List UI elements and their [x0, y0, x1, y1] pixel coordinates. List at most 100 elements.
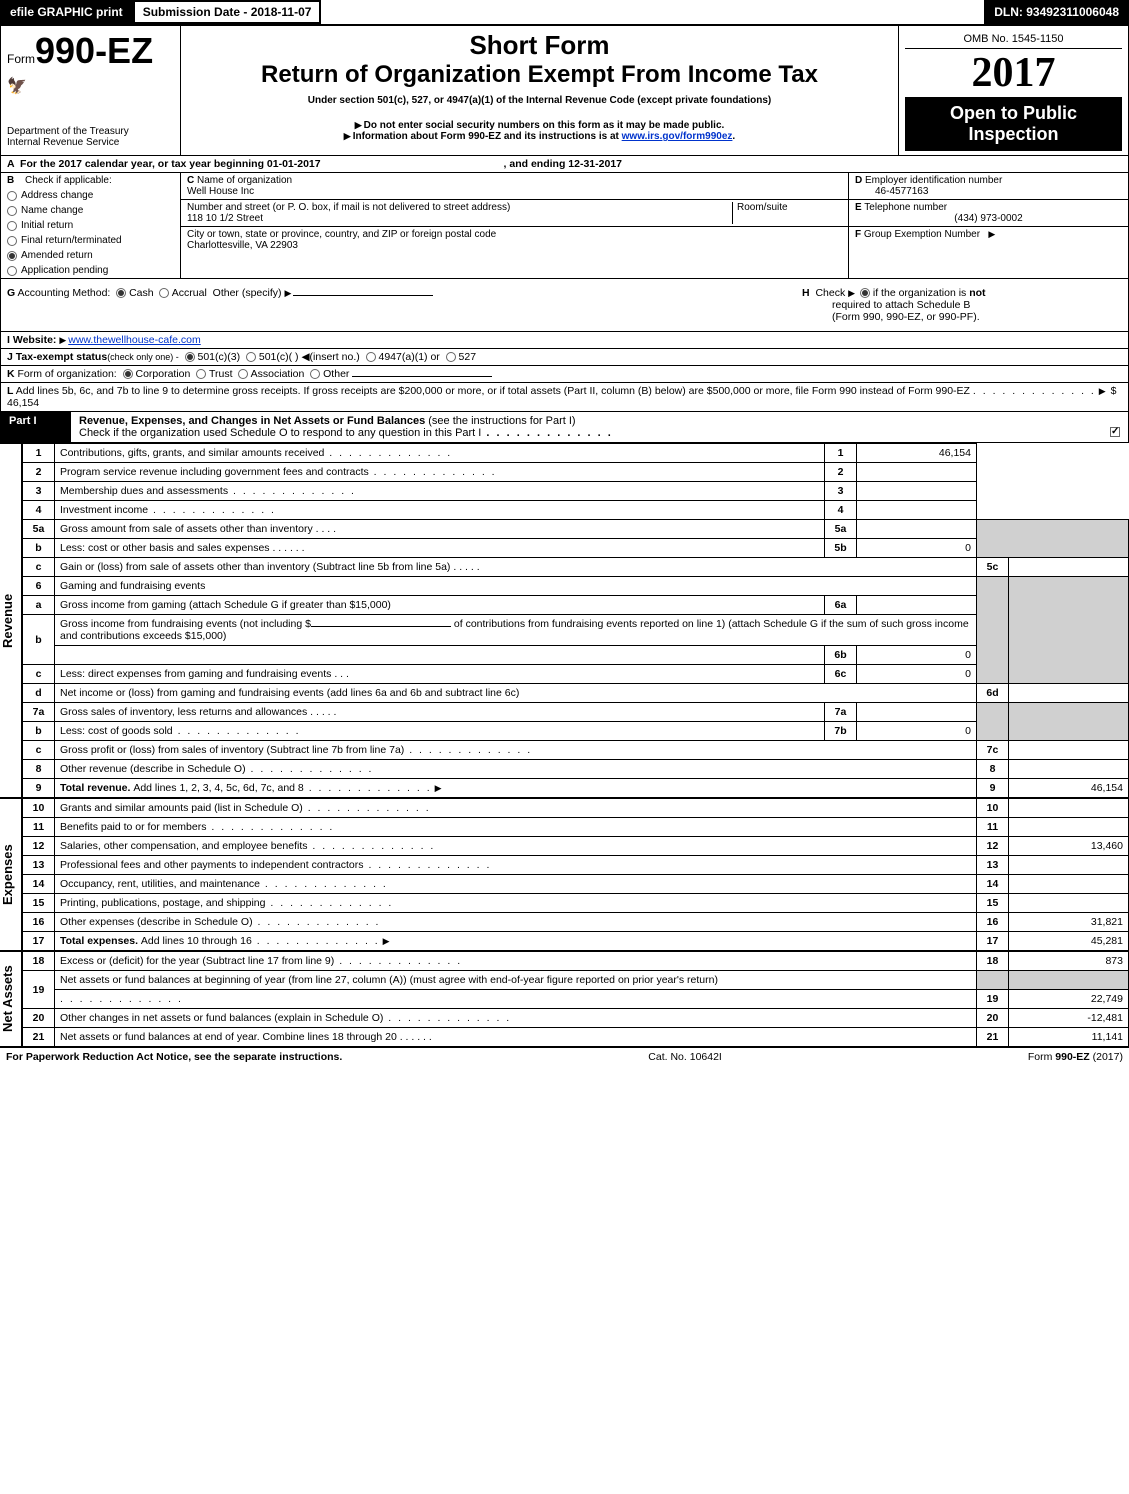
city-label: City or town, state or province, country…	[187, 229, 496, 240]
chk-address-change[interactable]	[7, 191, 17, 201]
room-label: Room/suite	[737, 202, 788, 213]
dln-badge: DLN: 93492311006048	[984, 0, 1129, 24]
label-e: E	[855, 202, 862, 213]
arrow-icon	[1099, 385, 1108, 397]
form-header: Form990-EZ 🦅 Department of the Treasury …	[0, 25, 1129, 156]
form-number: 990-EZ	[35, 30, 153, 71]
website-label: Website:	[13, 334, 57, 346]
radio-cash[interactable]	[116, 288, 126, 298]
line-l: L Add lines 5b, 6c, and 7b to line 9 to …	[0, 383, 1129, 412]
arrow-icon	[988, 229, 997, 240]
lbl-527: 527	[459, 351, 477, 363]
website-link[interactable]: www.thewellhouse-cafe.com	[68, 334, 200, 346]
chk-schedule-o[interactable]	[1110, 427, 1120, 437]
label-i: I	[7, 334, 10, 346]
chk-schedule-b[interactable]	[860, 288, 870, 298]
lbl-501c3: 501(c)(3)	[197, 351, 240, 363]
radio-501c[interactable]	[246, 352, 256, 362]
part1-title: Revenue, Expenses, and Changes in Net As…	[79, 415, 425, 427]
other-specify-input[interactable]	[293, 295, 433, 296]
phone-label: Telephone number	[864, 202, 947, 213]
chk-final-return[interactable]	[7, 236, 17, 246]
line-amount: 22,749	[1009, 990, 1129, 1009]
line-amount: 46,154	[857, 444, 977, 463]
table-row: cLess: direct expenses from gaming and f…	[23, 665, 1129, 684]
arrow-icon	[848, 287, 857, 299]
line-a: A For the 2017 calendar year, or tax yea…	[0, 156, 1129, 173]
line-amount: 0	[857, 665, 977, 684]
h-text3: required to attach Schedule B	[832, 299, 970, 311]
radio-527[interactable]	[446, 352, 456, 362]
line-amount	[1009, 741, 1129, 760]
lbl-other-specify: Other (specify)	[213, 287, 282, 299]
line-text: Other expenses (describe in Schedule O)	[60, 916, 253, 928]
table-row: 1Contributions, gifts, grants, and simil…	[23, 444, 1129, 463]
table-row: cGross profit or (loss) from sales of in…	[23, 741, 1129, 760]
chk-name-change[interactable]	[7, 206, 17, 216]
irs-link[interactable]: www.irs.gov/form990ez	[622, 131, 733, 142]
table-row: 4Investment income4	[23, 501, 1129, 520]
org-city: Charlottesville, VA 22903	[187, 240, 298, 251]
chk-application-pending[interactable]	[7, 266, 17, 276]
part1-check-text: Check if the organization used Schedule …	[79, 427, 481, 439]
label-h: H	[802, 287, 810, 299]
lbl-4947: 4947(a)(1) or	[379, 351, 440, 363]
line-g-h: G Accounting Method: Cash Accrual Other …	[0, 279, 1129, 332]
tax-year-begin: 01-01-2017	[267, 158, 321, 170]
expenses-table: 10Grants and similar amounts paid (list …	[22, 798, 1129, 951]
line-text: Professional fees and other payments to …	[60, 859, 364, 871]
radio-corporation[interactable]	[123, 369, 133, 379]
radio-association[interactable]	[238, 369, 248, 379]
group-exemption-label: Group Exemption Number	[864, 229, 980, 240]
ssn-warning: Do not enter social security numbers on …	[364, 120, 725, 131]
lbl-corporation: Corporation	[136, 368, 191, 380]
lbl-accrual: Accrual	[172, 287, 207, 299]
j-title: Tax-exempt status	[16, 351, 107, 363]
line-amount	[1009, 875, 1129, 894]
table-row: bGross income from fundraising events (n…	[23, 615, 1129, 646]
part1-header: Part I Revenue, Expenses, and Changes in…	[0, 412, 1129, 443]
line-amount	[1009, 760, 1129, 779]
radio-trust[interactable]	[196, 369, 206, 379]
form-prefix: Form	[7, 52, 35, 66]
lbl-other-org: Other	[323, 368, 349, 380]
radio-other-org[interactable]	[310, 369, 320, 379]
line-text: Net assets or fund balances at beginning…	[60, 974, 718, 986]
line-amount: 0	[857, 722, 977, 741]
fundraising-amount-input[interactable]	[311, 626, 451, 627]
radio-accrual[interactable]	[159, 288, 169, 298]
part1-hint: (see the instructions for Part I)	[428, 415, 575, 427]
radio-501c3[interactable]	[185, 352, 195, 362]
other-org-input[interactable]	[352, 376, 492, 377]
tax-year-end: 12-31-2017	[568, 158, 622, 170]
h-check: Check	[815, 287, 845, 299]
line-text: Other changes in net assets or fund bala…	[60, 1012, 383, 1024]
line-amount	[857, 482, 977, 501]
chk-initial-return[interactable]	[7, 221, 17, 231]
tax-year: 2017	[905, 49, 1122, 97]
table-row: bLess: cost of goods sold7b0	[23, 722, 1129, 741]
ein-label: Employer identification number	[865, 175, 1002, 186]
ein-value: 46-4577163	[875, 186, 928, 197]
revenue-block: Revenue 1Contributions, gifts, grants, a…	[0, 443, 1129, 798]
line-amount	[1009, 799, 1129, 818]
line-amount: 31,821	[1009, 913, 1129, 932]
return-title: Return of Organization Exempt From Incom…	[187, 61, 892, 89]
line-text: Gaming and fundraising events	[60, 580, 205, 592]
line-text: Gross sales of inventory, less returns a…	[60, 706, 307, 718]
line-amount	[1009, 856, 1129, 875]
info-post: .	[732, 131, 735, 142]
line-amount: 0	[857, 646, 977, 665]
expenses-block: Expenses 10Grants and similar amounts pa…	[0, 798, 1129, 951]
table-row: 8Other revenue (describe in Schedule O)8	[23, 760, 1129, 779]
line-text: Contributions, gifts, grants, and simila…	[60, 447, 324, 459]
info-grid: B Check if applicable: Address change Na…	[0, 173, 1129, 279]
label-c: C	[187, 175, 194, 186]
line-text: Benefits paid to or for members	[60, 821, 206, 833]
line-a-mid: , and ending	[504, 158, 569, 170]
chk-amended-return[interactable]	[7, 251, 17, 261]
line-j: J Tax-exempt status(check only one) - 50…	[0, 349, 1129, 366]
table-row: 15Printing, publications, postage, and s…	[23, 894, 1129, 913]
radio-4947[interactable]	[366, 352, 376, 362]
line-text: Less: cost or other basis and sales expe…	[60, 542, 270, 554]
